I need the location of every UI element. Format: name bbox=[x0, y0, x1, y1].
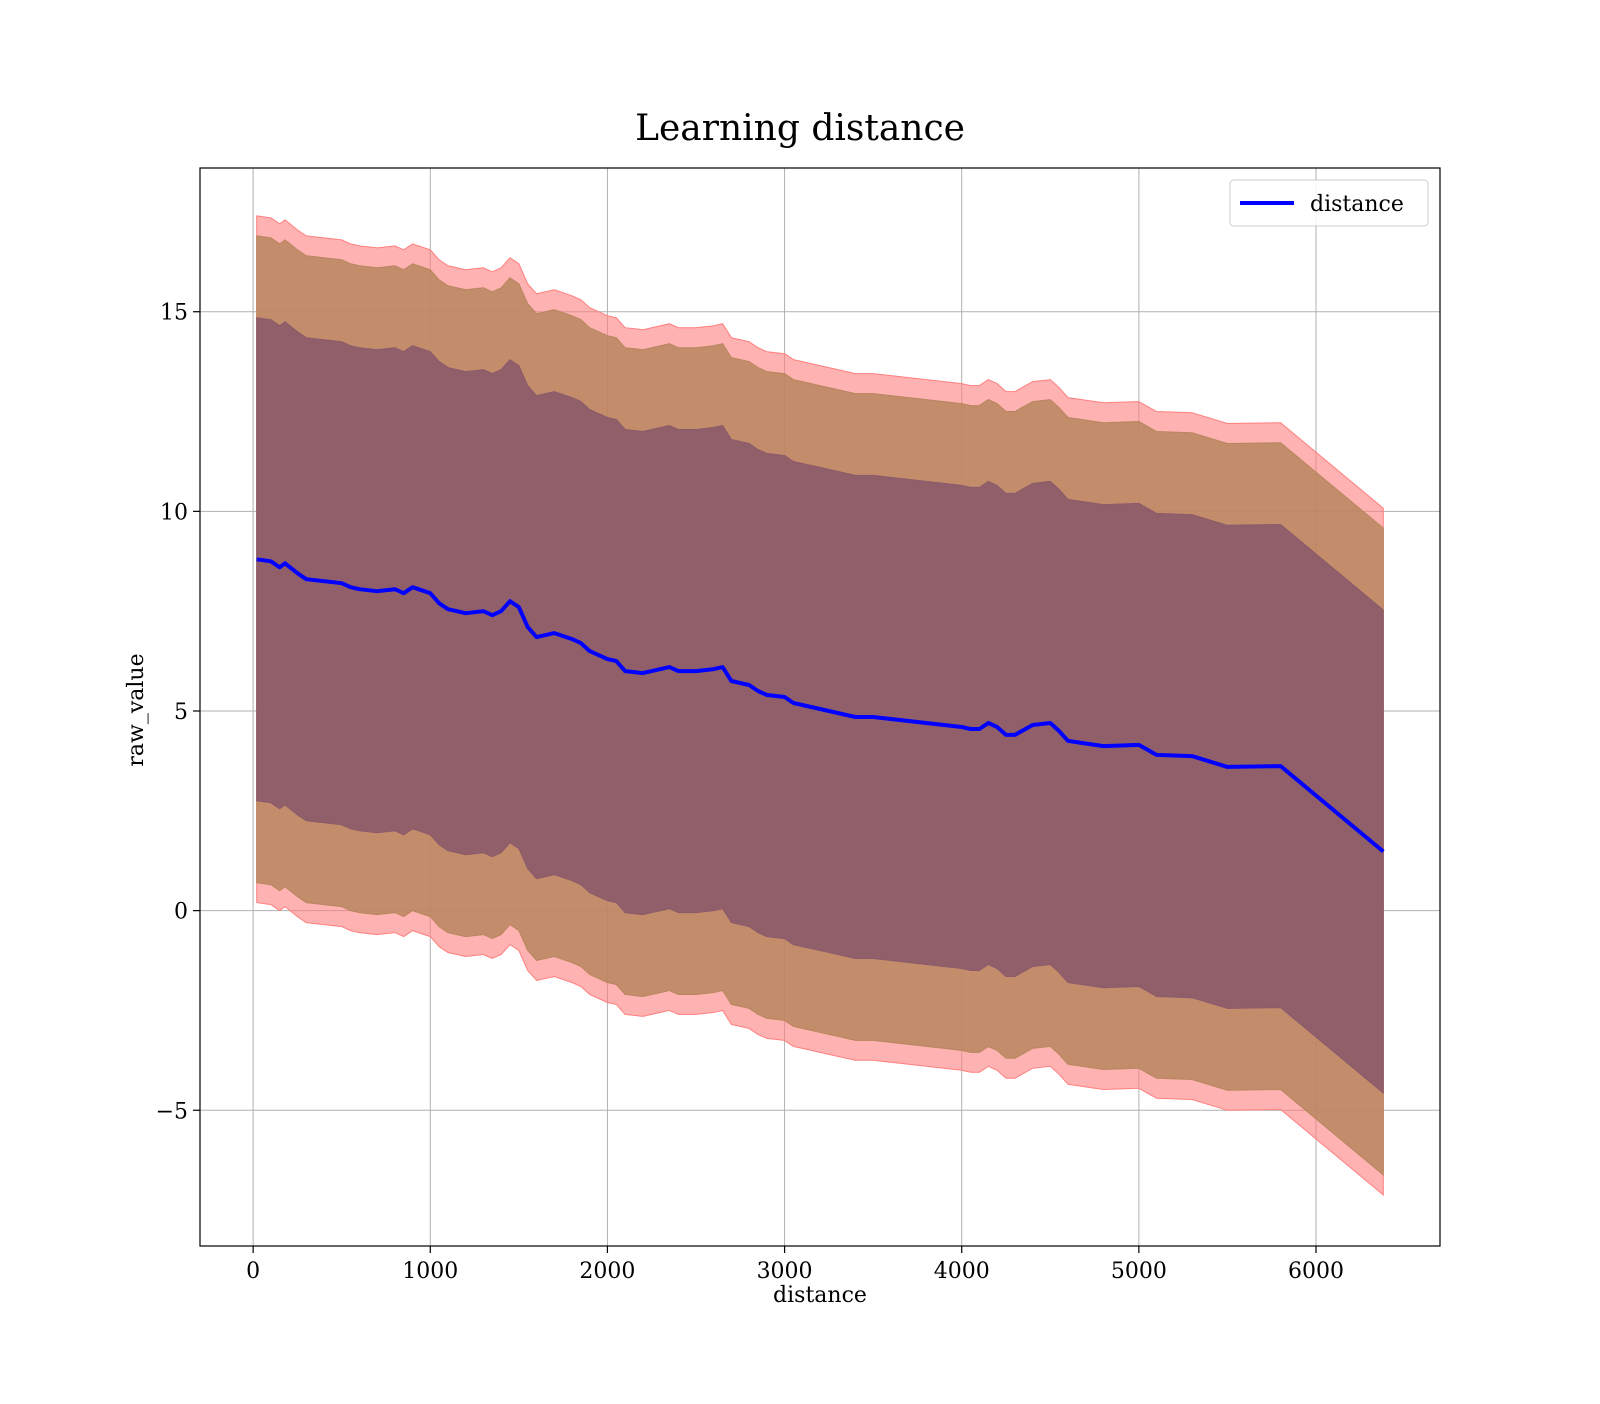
x-axis-label: distance bbox=[773, 1283, 867, 1308]
plot-area: 0 1000 2000 3000 4000 5000 6000 −5 0 5 10 15 distanc… bbox=[156, 167, 1441, 1284]
y-tick-label: 15 bbox=[160, 301, 188, 326]
x-tick-label: 2000 bbox=[579, 1259, 635, 1284]
x-tick-label: 1000 bbox=[402, 1259, 458, 1284]
y-axis-label: raw_value bbox=[124, 653, 149, 766]
band-inner bbox=[256, 317, 1384, 1095]
legend-label-distance: distance bbox=[1310, 192, 1404, 217]
x-tick-label: 0 bbox=[246, 1259, 260, 1284]
axes-frame bbox=[199, 167, 1441, 1247]
chart-title: Learning distance bbox=[635, 108, 965, 149]
x-tick-label: 6000 bbox=[1288, 1259, 1344, 1284]
y-tick-label: 5 bbox=[174, 700, 188, 725]
legend-box bbox=[1229, 179, 1429, 227]
x-tick-label: 3000 bbox=[757, 1259, 813, 1284]
x-tick-label: 4000 bbox=[934, 1259, 990, 1284]
y-tick-label: 0 bbox=[174, 900, 188, 925]
y-tick-label: 10 bbox=[160, 500, 188, 525]
x-tick-label: 5000 bbox=[1111, 1259, 1167, 1284]
y-tick-label: −5 bbox=[156, 1099, 188, 1124]
series-line-distance bbox=[256, 557, 1385, 854]
